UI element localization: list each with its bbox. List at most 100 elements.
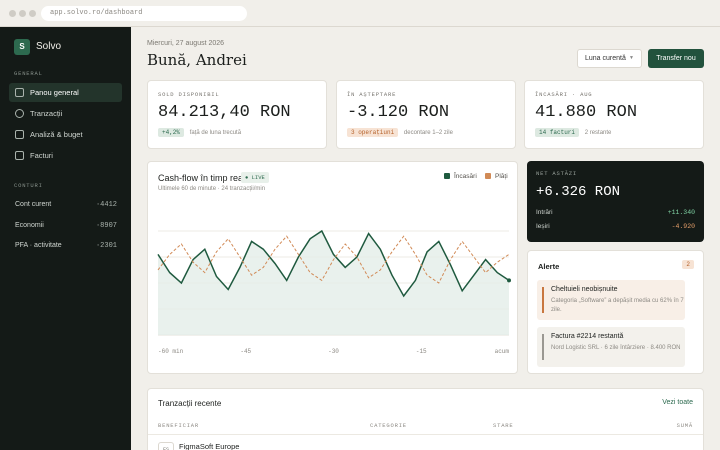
account-number: ·2301 (95, 242, 117, 250)
period-select[interactable]: Luna curentă ▼ (577, 49, 642, 68)
address-bar[interactable]: app.solvo.ro/dashboard (41, 6, 247, 21)
sidebar: S Solvo GENERAL Panou general Tranzacții… (0, 27, 131, 450)
series-area-incasari (158, 231, 509, 335)
x-tick-label: -30 (328, 348, 339, 355)
net-row-out: Ieșiri -4.920 (536, 223, 695, 230)
chart-subtitle: Ultimele 60 de minute · 24 tranzacții/mi… (158, 186, 266, 192)
column-header[interactable]: CATEGORIE (370, 422, 407, 429)
x-tick-label: -60 min (158, 348, 184, 355)
nav-item-analiza-buget[interactable]: Analiză & buget (9, 125, 122, 144)
nav-label: Panou general (30, 88, 79, 97)
account-item[interactable]: PFA · activitate ·2301 (15, 242, 117, 250)
nav-item-panou-general[interactable]: Panou general (9, 83, 122, 102)
invoice-icon (15, 151, 24, 160)
account-name: PFA · activitate (15, 242, 62, 249)
main-content: Miercuri, 27 august 2026 Bună, Andrei Lu… (131, 27, 720, 450)
alert-item[interactable]: Factura #2214 restantă Nord Logistic SRL… (537, 327, 685, 367)
legend-label: Plăți (495, 173, 508, 180)
net-label: NET ASTĂZI (536, 170, 578, 177)
general-heading: GENERAL (14, 70, 43, 77)
column-header[interactable]: BENEFICIAR (158, 422, 200, 429)
chevron-down-icon: ▼ (629, 55, 634, 61)
stat-card-incasari: ÎNCASĂRI · AUG 41.880 RON 14 facturi 2 r… (524, 80, 704, 149)
window-close-dot[interactable] (9, 10, 16, 17)
stat-card-asteptare: ÎN AȘTEPTARE -3.120 RON 3 operațiuni dec… (336, 80, 516, 149)
stat-footer: +4,2% față de luna trecută (158, 128, 241, 137)
net-in-value: +11.340 (667, 209, 695, 216)
window-maximize-dot[interactable] (29, 10, 36, 17)
nav-label: Analiză & buget (30, 130, 83, 139)
legend-swatch-incasari (444, 173, 450, 179)
alert-title: Factura #2214 restantă (551, 333, 624, 340)
alert-marker (542, 334, 544, 360)
page-title: Bună, Andrei (147, 51, 247, 69)
x-tick-label: -45 (240, 348, 251, 355)
x-tick-label: -15 (416, 348, 427, 355)
divider (148, 434, 703, 435)
alert-desc: Nord Logistic SRL · 6 zile întârziere · … (551, 345, 681, 351)
net-value: +6.326 RON (536, 184, 621, 200)
account-item[interactable]: Economii ·8907 (15, 222, 117, 230)
stat-footer: 14 facturi 2 restante (535, 128, 611, 137)
column-header[interactable]: STARE (493, 422, 514, 429)
nav-item-facturi[interactable]: Facturi (9, 146, 122, 165)
see-all-link[interactable]: Vezi toate (662, 399, 693, 406)
merchant-name[interactable]: FigmaSoft Europe (179, 442, 240, 450)
series-line-plati (157, 235, 510, 284)
net-in-label: Intrări (536, 209, 553, 216)
account-item[interactable]: Cont curent ·4412 (15, 201, 117, 209)
legend-plati: Plăți (485, 173, 508, 180)
net-row-in: Intrări +11.340 (536, 209, 695, 216)
stat-value: 84.213,40 RON (158, 103, 291, 122)
stat-note: 2 restante (584, 130, 612, 136)
stat-badge: 14 facturi (535, 128, 580, 137)
legend-incasari: Încasări (444, 173, 477, 180)
net-out-value: -4.920 (671, 223, 695, 230)
live-badge: ● LIVE (241, 172, 269, 183)
nav-item-tranzactii[interactable]: Tranzacții (9, 104, 122, 123)
account-name: Cont curent (15, 201, 52, 208)
alerts-card: Alerte 2 Cheltuieli neobișnuite Categori… (527, 250, 704, 374)
series-line-incasari (157, 229, 510, 298)
net-today-card: NET ASTĂZI +6.326 RON Intrări +11.340 Ie… (527, 161, 704, 242)
analytics-icon (15, 130, 24, 139)
stat-label: SOLD DISPONIBIL (158, 91, 220, 98)
nav-label: Tranzacții (30, 109, 63, 118)
stat-footer: 3 operațiuni decontare 1–2 zile (347, 128, 453, 137)
cashflow-card: Cash-flow în timp real ● LIVE Ultimele 6… (147, 161, 518, 374)
current-date: Miercuri, 27 august 2026 (147, 40, 225, 47)
app-name: Solvo (36, 41, 62, 52)
stat-badge: 3 operațiuni (347, 128, 399, 137)
account-number: ·4412 (95, 201, 117, 209)
cashflow-chart: -60 min -45 -30 -15 acum (157, 229, 511, 355)
transactions-icon (15, 109, 24, 118)
logo-mark: S (14, 39, 30, 55)
stat-value: -3.120 RON (347, 103, 450, 122)
legend-swatch-plati (485, 173, 491, 179)
stat-card-sold: SOLD DISPONIBIL 84.213,40 RON +4,2% față… (147, 80, 327, 149)
alerts-title: Alerte (538, 262, 560, 271)
nav-label: Facturi (30, 151, 53, 160)
transactions-card: Tranzacții recente Vezi toate BENEFICIAR… (147, 388, 704, 450)
transactions-title: Tranzacții recente (158, 399, 222, 408)
merchant-icon: FS (158, 442, 174, 450)
account-name: Economii (15, 222, 44, 229)
dashboard-icon (15, 88, 24, 97)
data-point-latest (507, 278, 511, 283)
period-select-value: Luna curentă (585, 55, 626, 62)
column-header[interactable]: SUMĂ (676, 422, 693, 429)
x-tick-label: acum (495, 348, 510, 355)
stat-label: ÎN AȘTEPTARE (347, 91, 397, 98)
chart-title: Cash-flow în timp real (158, 173, 246, 183)
transfer-button[interactable]: Transfer nou (648, 49, 704, 68)
stat-value: 41.880 RON (535, 103, 638, 122)
alerts-count-badge: 2 (682, 260, 694, 269)
alert-marker (542, 287, 544, 313)
stat-note: față de luna trecută (189, 130, 242, 136)
window-minimize-dot[interactable] (19, 10, 26, 17)
browser-chrome: app.solvo.ro/dashboard (0, 0, 720, 27)
alert-item[interactable]: Cheltuieli neobișnuite Categoria „Softwa… (537, 280, 685, 320)
stat-note: decontare 1–2 zile (403, 130, 453, 136)
net-out-label: Ieșiri (536, 223, 550, 230)
